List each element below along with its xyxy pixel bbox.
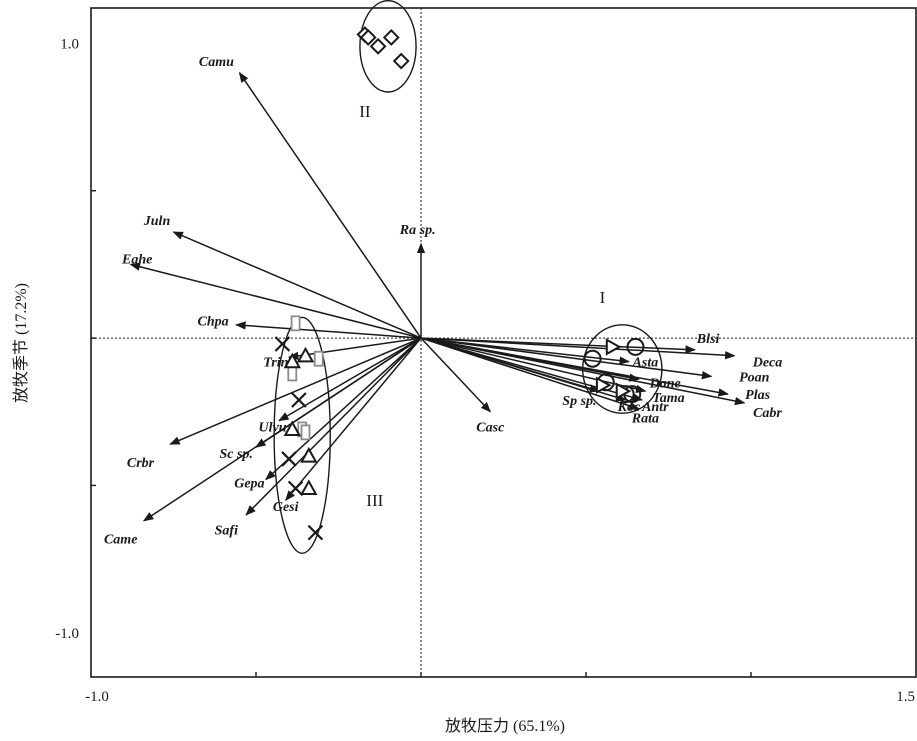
cross-marker (281, 451, 297, 467)
cross-marker (291, 392, 307, 408)
triangle-marker (296, 346, 315, 363)
cross-marker-stroke (287, 480, 304, 497)
species-label: Rata (631, 412, 659, 427)
species-label: Came (104, 532, 137, 547)
cross-marker-stroke (291, 392, 307, 408)
species-label: Casc (476, 420, 505, 435)
species-label: Dane (649, 376, 681, 391)
x-tick-label: -1.0 (85, 689, 109, 705)
y-tick-label: -1.0 (55, 626, 79, 642)
cross-marker (287, 480, 304, 497)
species-vector (287, 337, 422, 361)
group-label: I (600, 288, 606, 307)
species-label: Trin (263, 356, 288, 371)
group-ellipses-layer (273, 0, 663, 554)
square-marker (313, 350, 324, 367)
x-axis-title: 放牧压力 (65.1%) (445, 717, 565, 735)
triangle-marker (283, 352, 301, 369)
species-label: Eahe (121, 253, 152, 268)
diamond-marker (392, 52, 410, 70)
species-label: Crbr (127, 456, 155, 471)
species-vector (420, 337, 640, 410)
species-vector (420, 337, 601, 393)
species-vectors-layer (129, 71, 746, 522)
cross-marker-stroke (307, 524, 324, 541)
species-vector (420, 337, 736, 360)
cross-marker-stroke (281, 451, 297, 467)
group-label: III (366, 491, 383, 510)
circle-marker (583, 349, 602, 368)
triangle-marker (300, 446, 318, 463)
species-label: Poan (739, 370, 770, 385)
triangle-marker (300, 479, 318, 495)
triangle-marker (283, 420, 301, 437)
diamond-marker (369, 37, 387, 55)
species-vector (169, 337, 422, 445)
plot-border (90, 7, 917, 678)
species-label: Safi (215, 524, 238, 539)
triangle-right-marker (605, 338, 622, 356)
labels-layer: -1.0 1.51.0-1.0IIIIIICamuJulnEaheChpaTrin… (55, 36, 915, 705)
species-vector (278, 337, 422, 422)
species-label: Chpa (198, 314, 229, 329)
species-label: Antr (641, 400, 669, 415)
square-marker (290, 315, 301, 332)
y-tick-label: 1.0 (60, 36, 79, 52)
species-vector (142, 337, 422, 522)
species-label: Cabr (753, 406, 782, 421)
species-label: Gepa (234, 476, 264, 491)
species-vector (172, 231, 422, 339)
species-label: Koc (617, 400, 641, 415)
group-label: II (359, 102, 371, 121)
x-tick-label: 1.5 (896, 689, 915, 705)
cross-marker (307, 524, 324, 541)
y-axis-title: 放牧季节 (17.2%) (12, 283, 30, 403)
species-vector (129, 262, 422, 339)
triangle-right-marker (595, 376, 612, 394)
species-vector (285, 337, 422, 501)
group-ellipse (359, 0, 417, 93)
species-label: Camu (199, 55, 234, 70)
diamond-marker (359, 29, 377, 46)
plot-frame-layer (90, 7, 917, 678)
cross-marker (274, 336, 291, 352)
species-label: Sc sp. (219, 447, 252, 462)
species-vector (420, 337, 492, 413)
diamond-marker (382, 29, 400, 46)
species-vector (238, 71, 422, 339)
species-vector (420, 337, 713, 380)
species-label: Asta (632, 356, 659, 371)
triangle-right-marker (615, 382, 632, 400)
species-label: Deca (752, 356, 783, 371)
species-vector (420, 337, 640, 382)
cross-marker-stroke (274, 336, 291, 352)
species-label: Tama (652, 391, 684, 406)
species-vector (420, 337, 630, 365)
species-vector (245, 337, 422, 516)
species-label: Sp sp. (562, 394, 596, 409)
circle-marker (626, 337, 645, 356)
species-label: Plas (745, 388, 770, 403)
species-label: Ra sp. (399, 223, 436, 238)
sample-points-layer (274, 26, 645, 541)
species-label: Juln (143, 214, 171, 229)
square-marker (287, 365, 298, 382)
species-vector (235, 321, 422, 339)
species-label: Blsi (696, 332, 720, 347)
species-label: Ulvu (259, 420, 287, 435)
species-label: Gesi (273, 500, 299, 515)
square-marker (300, 424, 311, 441)
species-vector (420, 337, 647, 394)
